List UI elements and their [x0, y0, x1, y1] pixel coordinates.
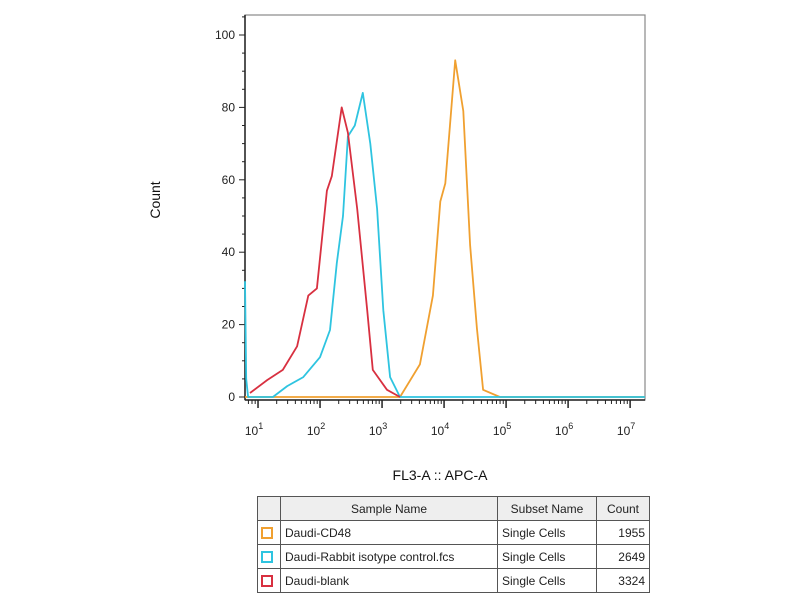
plot-frame: [244, 14, 646, 401]
x-axis: 101 102 103 104 105 106 107: [245, 399, 645, 438]
legend-header-blank: [257, 496, 281, 521]
x-tick-label: 103: [369, 421, 387, 438]
legend-subset-name: Single Cells: [497, 520, 597, 545]
legend-header-sample: Sample Name: [280, 496, 498, 521]
legend-swatch-icon: [261, 527, 273, 540]
legend-sample-name: Daudi-Rabbit isotype control.fcs: [280, 544, 498, 569]
x-axis-label: FL3-A :: APC-A: [393, 467, 489, 483]
y-tick-label: 100: [215, 28, 235, 42]
legend-row: Daudi-CD48 Single Cells 1955: [257, 520, 650, 545]
legend-header-count: Count: [596, 496, 650, 521]
y-tick-label: 20: [222, 318, 236, 332]
legend-row: Daudi-blank Single Cells 3324: [257, 568, 650, 593]
legend-count: 2649: [596, 544, 650, 569]
legend-header-subset: Subset Name: [497, 496, 597, 521]
y-axis-label: Count: [147, 181, 163, 218]
legend-swatch-icon: [261, 551, 273, 564]
legend-count: 1955: [596, 520, 650, 545]
y-tick-label: 0: [228, 390, 235, 404]
series-line: [245, 59, 645, 398]
x-tick-label: 106: [555, 421, 573, 438]
legend-header-row: Sample Name Subset Name Count: [257, 496, 650, 521]
y-tick-label: 60: [222, 173, 236, 187]
sample-legend-table: Sample Name Subset Name Count Daudi-CD48…: [257, 496, 650, 593]
legend-subset-name: Single Cells: [497, 544, 597, 569]
series-line: [249, 106, 401, 398]
legend-row: Daudi-Rabbit isotype control.fcs Single …: [257, 544, 650, 569]
x-tick-label: 104: [431, 421, 449, 438]
legend-swatch-icon: [261, 575, 273, 588]
legend-count: 3324: [596, 568, 650, 593]
series-lines: [244, 59, 645, 398]
legend-sample-name: Daudi-CD48: [280, 520, 498, 545]
x-tick-label: 107: [617, 421, 635, 438]
x-tick-label: 101: [245, 421, 263, 438]
y-tick-label: 40: [222, 245, 236, 259]
legend-sample-name: Daudi-blank: [280, 568, 498, 593]
y-axis: 0 20 40 60 80 100: [215, 15, 246, 404]
legend-subset-name: Single Cells: [497, 568, 597, 593]
series-line: [244, 92, 645, 398]
x-tick-label: 105: [493, 421, 511, 438]
x-tick-label: 102: [307, 421, 325, 438]
y-tick-label: 80: [222, 100, 236, 114]
